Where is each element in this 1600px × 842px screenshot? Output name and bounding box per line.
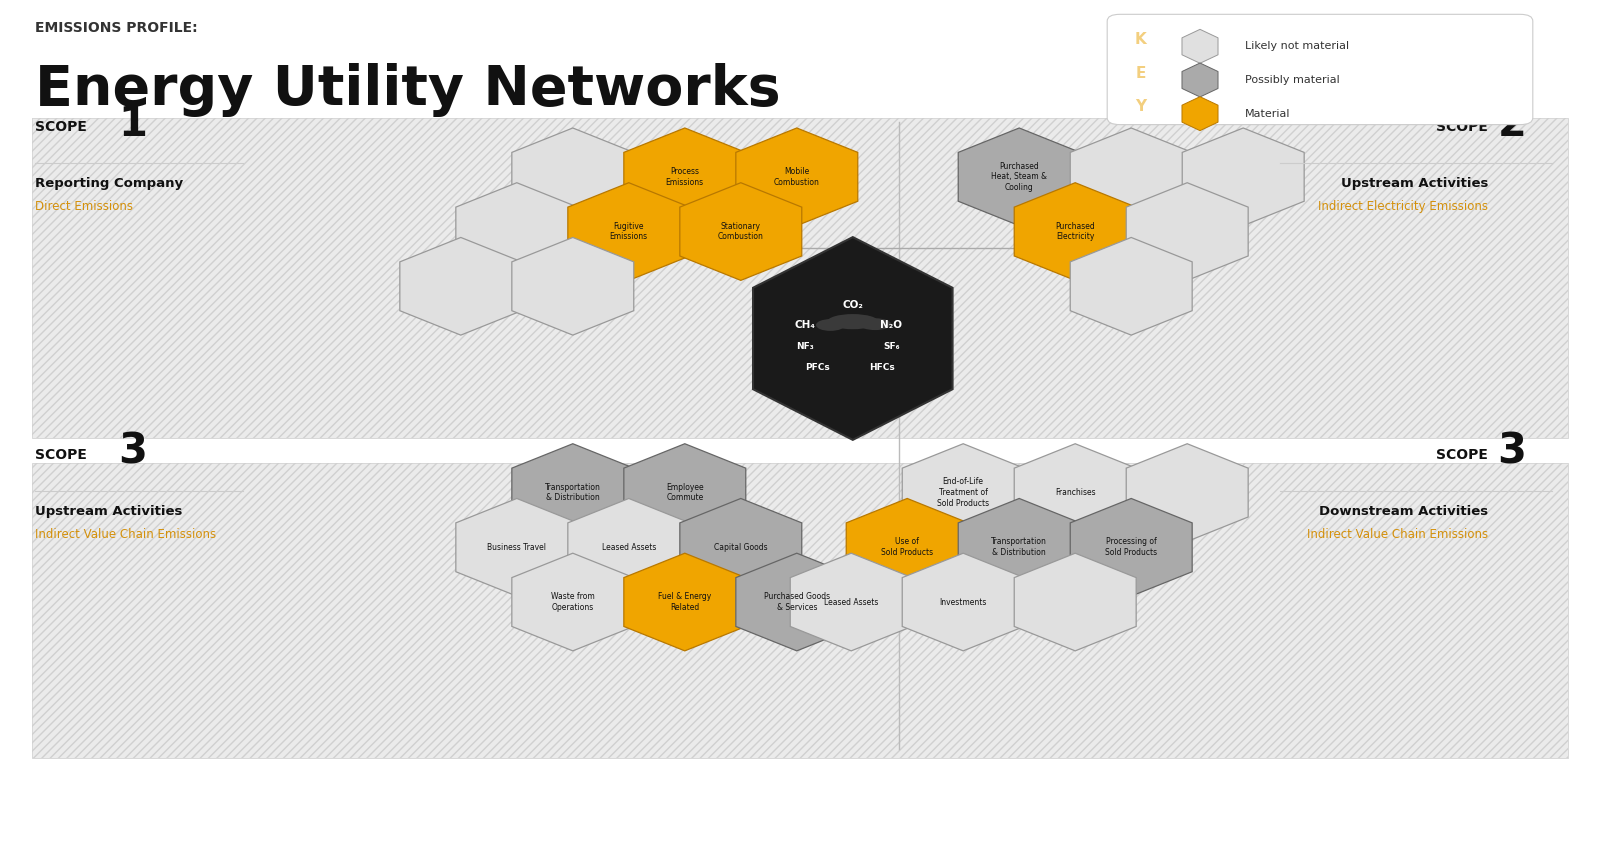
Polygon shape bbox=[512, 444, 634, 541]
Polygon shape bbox=[512, 237, 634, 335]
Text: Stationary
Combustion: Stationary Combustion bbox=[718, 221, 763, 242]
Polygon shape bbox=[1070, 128, 1192, 226]
Polygon shape bbox=[456, 498, 578, 596]
Polygon shape bbox=[1182, 97, 1218, 131]
Text: SF₆: SF₆ bbox=[883, 343, 899, 351]
Polygon shape bbox=[902, 553, 1024, 651]
Text: EMISSIONS PROFILE:: EMISSIONS PROFILE: bbox=[35, 21, 198, 35]
Text: Fugitive
Emissions: Fugitive Emissions bbox=[610, 221, 648, 242]
Polygon shape bbox=[1070, 237, 1192, 335]
Text: SCOPE: SCOPE bbox=[35, 448, 86, 462]
Text: Capital Goods: Capital Goods bbox=[714, 543, 768, 552]
Text: 3: 3 bbox=[1498, 431, 1526, 473]
Text: Upstream Activities: Upstream Activities bbox=[35, 505, 182, 518]
Text: PFCs: PFCs bbox=[805, 363, 830, 371]
Text: CH₄: CH₄ bbox=[794, 320, 816, 330]
Polygon shape bbox=[624, 444, 746, 541]
Text: Use of
Sold Products: Use of Sold Products bbox=[882, 537, 933, 557]
Polygon shape bbox=[680, 498, 802, 596]
Text: 1: 1 bbox=[118, 103, 147, 145]
Text: CO₂: CO₂ bbox=[842, 300, 864, 310]
Text: Purchased Goods
& Services: Purchased Goods & Services bbox=[763, 592, 830, 612]
Ellipse shape bbox=[827, 314, 878, 329]
Polygon shape bbox=[846, 498, 968, 596]
Text: Processing of
Sold Products: Processing of Sold Products bbox=[1106, 537, 1157, 557]
Text: SCOPE: SCOPE bbox=[1437, 448, 1488, 462]
Text: N₂O: N₂O bbox=[880, 320, 902, 330]
Polygon shape bbox=[680, 183, 802, 280]
Text: SCOPE: SCOPE bbox=[35, 120, 86, 134]
Text: Downstream Activities: Downstream Activities bbox=[1318, 505, 1488, 518]
Polygon shape bbox=[1014, 183, 1136, 280]
Text: Energy Utility Networks: Energy Utility Networks bbox=[35, 63, 781, 117]
Polygon shape bbox=[1126, 183, 1248, 280]
Text: Reporting Company: Reporting Company bbox=[35, 177, 184, 189]
Polygon shape bbox=[512, 128, 634, 226]
Text: K: K bbox=[1134, 32, 1147, 47]
Polygon shape bbox=[1182, 29, 1218, 63]
Text: Transportation
& Distribution: Transportation & Distribution bbox=[992, 537, 1046, 557]
Polygon shape bbox=[512, 553, 634, 651]
Text: End-of-Life
Treatment of
Sold Products: End-of-Life Treatment of Sold Products bbox=[938, 477, 989, 508]
FancyBboxPatch shape bbox=[1107, 14, 1533, 125]
Polygon shape bbox=[568, 183, 690, 280]
Text: 3: 3 bbox=[118, 431, 147, 473]
Polygon shape bbox=[568, 498, 690, 596]
Polygon shape bbox=[754, 237, 952, 440]
Polygon shape bbox=[400, 237, 522, 335]
Polygon shape bbox=[736, 128, 858, 226]
Polygon shape bbox=[1126, 444, 1248, 541]
Text: Employee
Commute: Employee Commute bbox=[666, 482, 704, 503]
Polygon shape bbox=[1182, 63, 1218, 97]
Polygon shape bbox=[1014, 553, 1136, 651]
Polygon shape bbox=[1014, 444, 1136, 541]
Polygon shape bbox=[624, 553, 746, 651]
Text: 2: 2 bbox=[1498, 103, 1526, 145]
Polygon shape bbox=[736, 553, 858, 651]
Text: Waste from
Operations: Waste from Operations bbox=[550, 592, 595, 612]
FancyBboxPatch shape bbox=[32, 118, 1568, 438]
Text: Business Travel: Business Travel bbox=[488, 543, 546, 552]
Text: Upstream Activities: Upstream Activities bbox=[1341, 177, 1488, 189]
Polygon shape bbox=[624, 128, 746, 226]
Polygon shape bbox=[1070, 498, 1192, 596]
Text: Transportation
& Distribution: Transportation & Distribution bbox=[546, 482, 600, 503]
Text: SCOPE: SCOPE bbox=[1437, 120, 1488, 134]
Polygon shape bbox=[456, 183, 578, 280]
Text: Franchises: Franchises bbox=[1054, 488, 1096, 497]
Ellipse shape bbox=[859, 318, 891, 330]
Polygon shape bbox=[790, 553, 912, 651]
Text: Mobile
Combustion: Mobile Combustion bbox=[774, 167, 819, 187]
Text: E: E bbox=[1136, 66, 1146, 81]
Text: Investments: Investments bbox=[939, 598, 987, 606]
Text: Leased Assets: Leased Assets bbox=[602, 543, 656, 552]
Text: Indirect Electricity Emissions: Indirect Electricity Emissions bbox=[1318, 200, 1488, 212]
Text: NF₃: NF₃ bbox=[795, 343, 814, 351]
Text: Purchased
Heat, Steam &
Cooling: Purchased Heat, Steam & Cooling bbox=[992, 162, 1048, 192]
Ellipse shape bbox=[816, 319, 845, 331]
FancyBboxPatch shape bbox=[32, 463, 1568, 758]
Text: Y: Y bbox=[1136, 99, 1146, 115]
Text: Material: Material bbox=[1245, 109, 1290, 119]
Text: Process
Emissions: Process Emissions bbox=[666, 167, 704, 187]
Text: Indirect Value Chain Emissions: Indirect Value Chain Emissions bbox=[1307, 528, 1488, 541]
Text: Direct Emissions: Direct Emissions bbox=[35, 200, 133, 212]
Text: Fuel & Energy
Related: Fuel & Energy Related bbox=[658, 592, 712, 612]
Text: HFCs: HFCs bbox=[869, 363, 894, 371]
Polygon shape bbox=[958, 498, 1080, 596]
Polygon shape bbox=[902, 444, 1024, 541]
Polygon shape bbox=[1182, 128, 1304, 226]
Polygon shape bbox=[958, 128, 1080, 226]
Text: Possibly material: Possibly material bbox=[1245, 75, 1339, 85]
Text: Indirect Value Chain Emissions: Indirect Value Chain Emissions bbox=[35, 528, 216, 541]
Text: Leased Assets: Leased Assets bbox=[824, 598, 878, 606]
Text: Purchased
Electricity: Purchased Electricity bbox=[1056, 221, 1094, 242]
Text: Likely not material: Likely not material bbox=[1245, 41, 1349, 51]
